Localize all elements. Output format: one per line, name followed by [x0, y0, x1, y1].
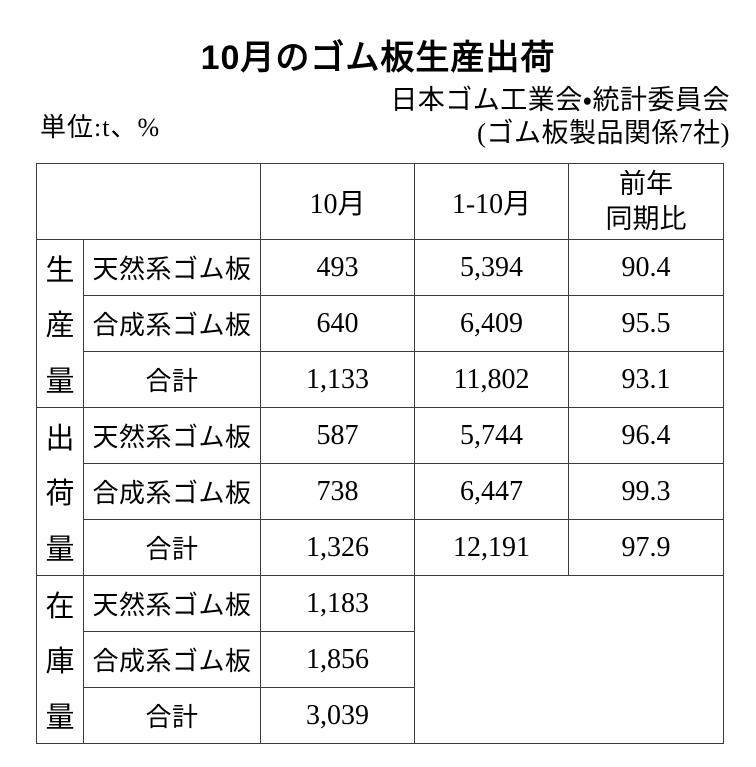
table-row-inventory-total: 合計 3,039 — [37, 687, 724, 744]
group-label-char: 庫 — [45, 646, 75, 679]
value-cell-cumulative: 5,394 — [414, 239, 569, 296]
table-row-inventory-natural: 在庫量 天然系ゴム板 1,183 — [36, 575, 724, 744]
row-group-cell-shipment: 出荷量 — [36, 407, 84, 576]
row-group-cell-inventory: 在庫量 — [36, 575, 84, 744]
value-cell-month: 1,326 — [260, 519, 415, 576]
value-cell-month: 1,856 — [260, 631, 415, 688]
table-row-production-natural: 生産量 天然系ゴム板 493 5,394 90.4 — [36, 239, 724, 408]
group-label-char: 出 — [45, 423, 75, 456]
item-cell: 天然系ゴム板 — [83, 575, 261, 632]
group-label-char: 量 — [45, 701, 75, 734]
group-label-char: 在 — [45, 591, 75, 624]
value-cell-cumulative: 12,191 — [414, 519, 569, 576]
value-cell-cumulative: 5,744 — [414, 407, 569, 464]
value-cell-month: 1,133 — [260, 351, 415, 408]
value-cell-yoy: 96.4 — [568, 407, 724, 464]
value-cell-month: 493 — [260, 239, 415, 296]
value-cell-yoy: 90.4 — [568, 239, 724, 296]
stats-table: 10月 1-10月 前年 同期比 生産量 天然系ゴム板 493 5,394 90… — [36, 163, 724, 744]
value-cell-month: 1,183 — [260, 575, 415, 632]
value-cell-cumulative: 6,409 — [414, 295, 569, 352]
value-cell-yoy: 95.5 — [568, 295, 724, 352]
value-cell-month: 587 — [260, 407, 415, 464]
value-cell-month: 3,039 — [260, 687, 415, 744]
page-title: 10月のゴム板生産出荷 — [200, 39, 556, 77]
group-label-char: 荷 — [45, 478, 75, 511]
item-cell: 合計 — [83, 351, 261, 408]
value-cell-yoy: 93.1 — [568, 351, 724, 408]
group-label-char: 生 — [45, 255, 75, 288]
group-label-char: 量 — [45, 533, 75, 566]
table-row-production-total: 合計 1,133 11,802 93.1 — [37, 351, 724, 408]
group-label-shipment: 出荷量 — [38, 409, 83, 575]
group-label-char: 量 — [45, 365, 75, 398]
row-group-cell-production: 生産量 — [36, 239, 84, 408]
item-cell: 合成系ゴム板 — [83, 463, 261, 520]
item-cell: 天然系ゴム板 — [83, 407, 261, 464]
attribution-line1: 日本ゴム工業会・統計委員会 — [390, 85, 730, 115]
value-cell-yoy: 97.9 — [568, 519, 724, 576]
item-cell: 合成系ゴム板 — [83, 295, 261, 352]
item-cell: 合成系ゴム板 — [83, 631, 261, 688]
group-label-char: 産 — [45, 310, 75, 343]
table-row-inventory-synthetic: 合成系ゴム板 1,856 — [37, 631, 724, 688]
empty-merged-cell — [414, 575, 724, 744]
attribution: 日本ゴム工業会・統計委員会 (ゴム板製品関係7社) — [390, 84, 730, 150]
attribution-line2: (ゴム板製品関係7社) — [477, 118, 730, 148]
table-row-production-synthetic: 合成系ゴム板 640 6,409 95.5 — [37, 295, 724, 352]
value-cell-cumulative: 6,447 — [414, 463, 569, 520]
table-header-row: 10月 1-10月 前年 同期比 — [36, 163, 724, 240]
item-cell: 合計 — [83, 687, 261, 744]
header-cell-blank — [36, 163, 261, 240]
group-label-production: 生産量 — [38, 241, 83, 407]
item-cell: 合計 — [83, 519, 261, 576]
unit-note: 単位:t、% — [40, 113, 161, 142]
column-header-month: 10月 — [260, 163, 415, 240]
table-row-shipment-total: 合計 1,326 12,191 97.9 — [37, 519, 724, 576]
table-row-shipment-natural: 出荷量 天然系ゴム板 587 5,744 96.4 — [36, 407, 724, 576]
column-header-yoy: 前年 同期比 — [568, 163, 724, 240]
value-cell-yoy: 99.3 — [568, 463, 724, 520]
value-cell-month: 738 — [260, 463, 415, 520]
item-cell: 天然系ゴム板 — [83, 239, 261, 296]
table-row-shipment-synthetic: 合成系ゴム板 738 6,447 99.3 — [37, 463, 724, 520]
value-cell-month: 640 — [260, 295, 415, 352]
value-cell-cumulative: 11,802 — [414, 351, 569, 408]
column-header-cumulative: 1-10月 — [414, 163, 569, 240]
group-label-inventory: 在庫量 — [38, 577, 83, 743]
